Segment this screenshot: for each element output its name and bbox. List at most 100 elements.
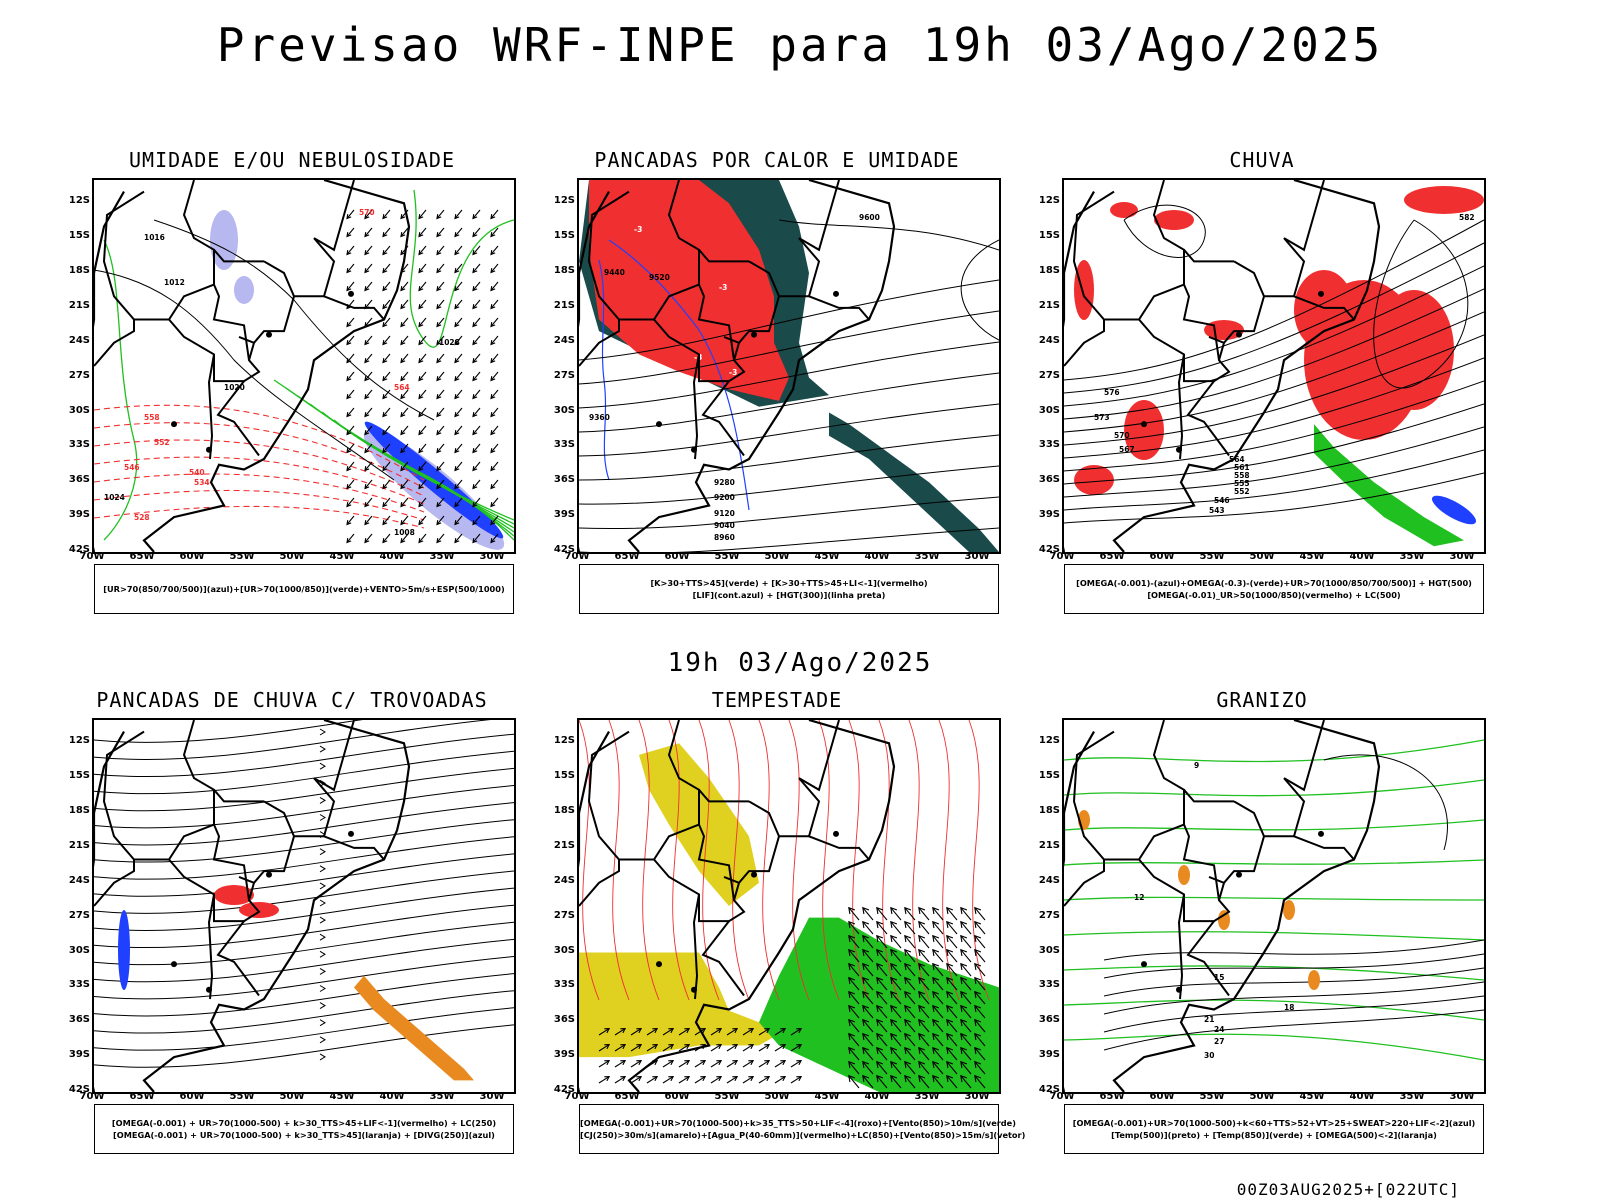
wind-vector bbox=[774, 1060, 786, 1068]
wind-vector bbox=[490, 232, 496, 238]
wind-vector bbox=[382, 263, 391, 273]
latitude-tick-label: 24S bbox=[1038, 874, 1060, 886]
wind-vector bbox=[454, 263, 463, 273]
wind-vector bbox=[400, 250, 406, 256]
wind-vector bbox=[960, 935, 972, 949]
longitude-tick-label: 45W bbox=[814, 1091, 840, 1102]
wind-vector bbox=[904, 920, 912, 929]
wind-vector bbox=[848, 1046, 856, 1055]
wind-vector bbox=[400, 412, 406, 418]
flow-arrow bbox=[319, 1002, 326, 1010]
wind-vector bbox=[946, 962, 954, 971]
wind-vector bbox=[346, 317, 355, 327]
wind-vector bbox=[472, 353, 481, 363]
wind-vector bbox=[364, 538, 370, 544]
wind-vector bbox=[382, 515, 391, 525]
latitude-tick-label: 15S bbox=[1038, 230, 1060, 242]
wind-vector bbox=[918, 949, 930, 963]
state-border bbox=[102, 730, 215, 861]
wind-vector bbox=[490, 466, 496, 472]
wind-vector bbox=[472, 209, 481, 219]
wind-vector bbox=[346, 263, 355, 273]
map-panel-3: CHUVA 12S 15S 18S 21S 24S 27S 30S 33S 36S 39S 42S 70… bbox=[1022, 148, 1502, 618]
wind-vector bbox=[490, 461, 499, 471]
lake-marker bbox=[348, 830, 354, 837]
wind-vector bbox=[454, 281, 463, 291]
wind-vector bbox=[364, 358, 370, 364]
wind-vector bbox=[946, 907, 958, 921]
wind-vector bbox=[436, 299, 445, 309]
latitude-tick-label: 30S bbox=[553, 404, 575, 416]
longitude-tick-label: 40W bbox=[379, 551, 405, 562]
latitude-tick-label: 12S bbox=[553, 195, 575, 207]
latitude-tick-label: 33S bbox=[68, 439, 90, 451]
wind-vector bbox=[400, 335, 409, 345]
wind-vector bbox=[400, 389, 409, 399]
lake-marker bbox=[656, 961, 662, 968]
wind-vector bbox=[418, 461, 427, 471]
wind-vector bbox=[862, 991, 874, 1005]
state-border bbox=[738, 836, 780, 884]
wind-vector bbox=[890, 963, 902, 977]
wind-vector bbox=[862, 1019, 874, 1033]
wind-vector bbox=[454, 232, 460, 238]
wind-vector bbox=[454, 407, 463, 417]
panel-title: PANCADAS DE CHUVA C/ TROVOADAS bbox=[96, 688, 488, 712]
contour-label: 552 bbox=[154, 438, 170, 447]
wind-vector bbox=[960, 963, 972, 977]
wind-vector bbox=[472, 533, 481, 543]
wind-vector bbox=[490, 376, 496, 382]
wind-vector bbox=[400, 376, 406, 382]
height-contour bbox=[1064, 380, 1484, 472]
longitude-tick-label: 30W bbox=[964, 1091, 990, 1102]
longitude-tick-label: 30W bbox=[479, 551, 505, 562]
state-border bbox=[1072, 730, 1185, 861]
wind-vector bbox=[946, 935, 958, 949]
wind-vector bbox=[472, 281, 481, 291]
wind-vector bbox=[890, 990, 898, 999]
contour-label: 561 bbox=[1234, 463, 1250, 472]
wind-vector bbox=[726, 1076, 738, 1084]
panel-title: PANCADAS POR CALOR E UMIDADE bbox=[594, 148, 960, 172]
wind-vector bbox=[364, 520, 370, 526]
wind-vector bbox=[932, 906, 940, 915]
state-border bbox=[182, 720, 261, 997]
state-border bbox=[1177, 894, 1185, 1000]
wind-vector bbox=[932, 949, 944, 963]
wind-vector bbox=[668, 1059, 675, 1066]
latitude-axis: 12S 15S 18S 21S 24S 27S 30S 33S 36S 39S 42S bbox=[62, 178, 90, 555]
wind-vector bbox=[400, 502, 406, 508]
wind-vector bbox=[918, 1060, 926, 1069]
streamline bbox=[94, 802, 514, 846]
wind-vector bbox=[694, 1060, 706, 1068]
wind-vector bbox=[472, 538, 478, 544]
wind-vector bbox=[436, 389, 445, 399]
state-border bbox=[1233, 777, 1306, 838]
wind-vector bbox=[472, 448, 478, 454]
wind-vector bbox=[400, 304, 406, 310]
wind-vector bbox=[490, 281, 499, 291]
wind-vector bbox=[974, 1032, 982, 1041]
lake-marker bbox=[656, 421, 662, 428]
wind-vector bbox=[382, 335, 391, 345]
wind-vector bbox=[436, 281, 445, 291]
flow-arrow bbox=[319, 882, 326, 890]
contour-label: 567 bbox=[1119, 445, 1135, 454]
wind-vector bbox=[960, 1004, 968, 1013]
wind-vector bbox=[960, 921, 972, 935]
streamline bbox=[94, 767, 514, 812]
run-info-label: 00Z03AUG2025+[022UTC] bbox=[1236, 1180, 1460, 1199]
wind-vector bbox=[848, 906, 856, 915]
wind-vector bbox=[960, 1061, 972, 1075]
state-border bbox=[313, 720, 355, 792]
wind-vector bbox=[862, 1018, 870, 1027]
streamline bbox=[94, 1007, 514, 1051]
wind-vector bbox=[946, 906, 954, 915]
rain-area bbox=[1374, 290, 1454, 410]
wind-vector bbox=[904, 962, 912, 971]
wind-vector bbox=[400, 479, 409, 489]
contour-label: 564 bbox=[1229, 455, 1245, 464]
state-border bbox=[1138, 858, 1214, 923]
wind-vector bbox=[490, 299, 499, 309]
contour-label: 1016 bbox=[144, 233, 165, 242]
